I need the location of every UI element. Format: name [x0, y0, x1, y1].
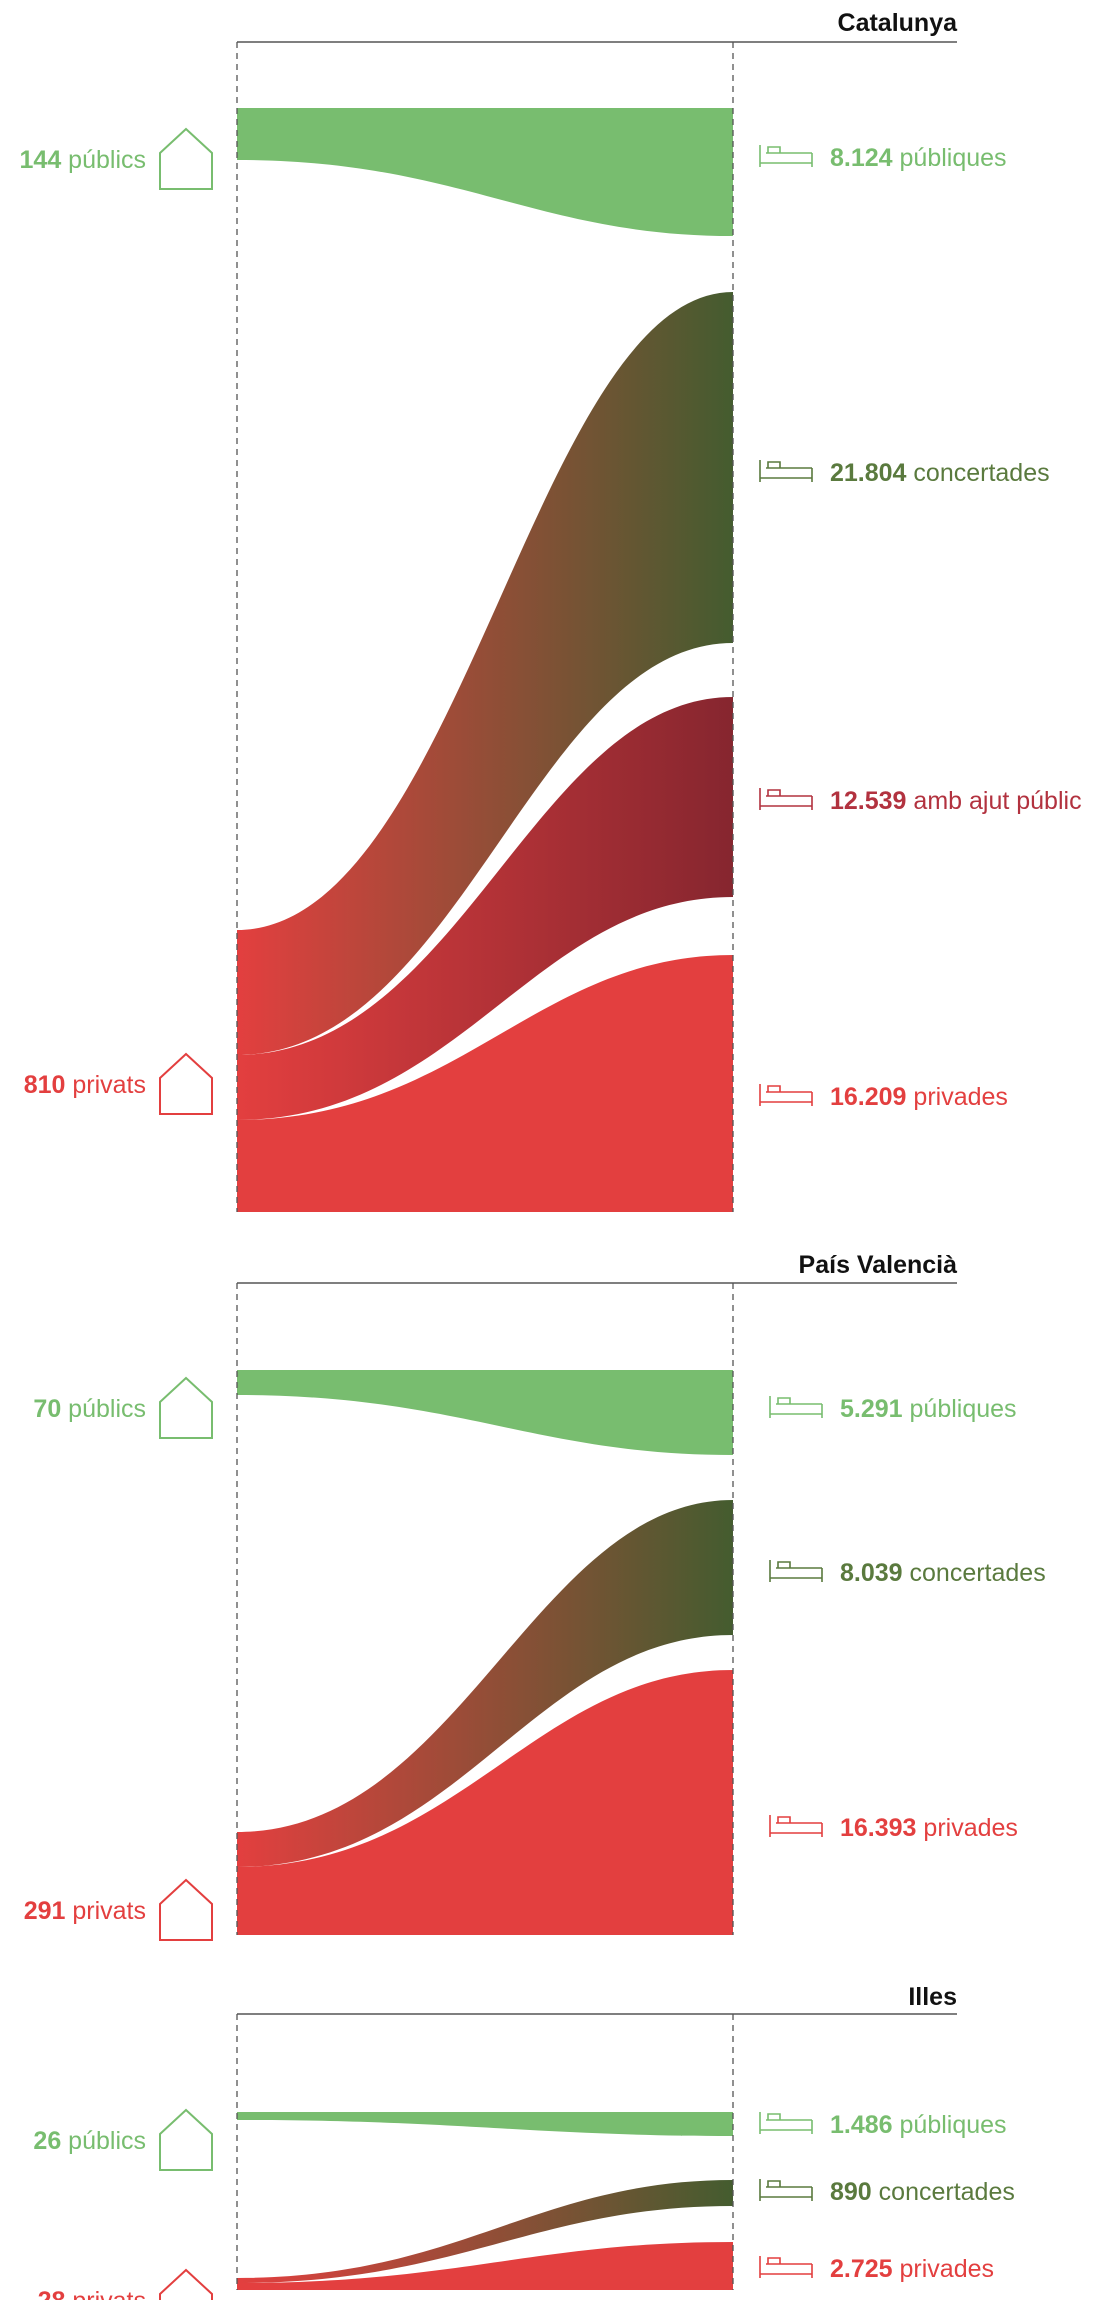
target-label-publiques: 8.124 públiques — [830, 144, 1007, 172]
chart-title: Catalunya — [838, 9, 959, 37]
target-label-publiques: 1.486 públiques — [830, 2111, 1007, 2139]
flows — [237, 108, 733, 1212]
bed-icon — [769, 1560, 823, 1582]
flows — [237, 1370, 733, 1935]
target-label-privades: 16.393 privades — [840, 1814, 1018, 1842]
flow-private-to-privades — [237, 2242, 733, 2290]
panel-2: País Valencià 70 públics 291 privats 5.291 … — [24, 1251, 1046, 1941]
target-label-privades: 16.209 privades — [830, 1083, 1008, 1111]
bed-icon — [759, 2256, 813, 2278]
source-label-public: 26 públics — [33, 2127, 146, 2155]
target-label-publiques: 5.291 públiques — [840, 1395, 1017, 1423]
flow-private-to-ajut — [237, 697, 733, 1120]
target-label-concertades: 890 concertades — [830, 2178, 1015, 2206]
bed-icon — [769, 1396, 823, 1418]
house-icon — [159, 2268, 213, 2300]
source-label-private: 810 privats — [24, 1071, 146, 1099]
chart-title: País Valencià — [799, 1251, 958, 1279]
house-icon — [159, 1052, 213, 1115]
bed-icon — [759, 145, 813, 167]
target-label-concertades: 8.039 concertades — [840, 1559, 1046, 1587]
target-label-concertades: 21.804 concertades — [830, 459, 1050, 487]
flow-public-to-publiques — [237, 1370, 733, 1455]
house-icon — [159, 127, 213, 190]
flow-private-to-privades — [237, 1670, 733, 1935]
bed-icon — [759, 1084, 813, 1106]
target-label-ajut: 12.539 amb ajut públic — [830, 787, 1082, 815]
house-icon — [159, 2108, 213, 2171]
flow-private-to-privades — [237, 955, 733, 1212]
flows — [237, 2112, 733, 2290]
flow-public-to-publiques — [237, 2112, 733, 2136]
source-label-private: 291 privats — [24, 1897, 146, 1925]
panel-1: Catalunya 144 públics 810 privats 8.124 púb… — [20, 9, 1082, 1212]
house-icon — [159, 1376, 213, 1439]
bed-icon — [759, 788, 813, 810]
flow-private-to-concertades — [237, 1500, 733, 1867]
panel-3: Illes 26 públics 28 privats 1.486 públiques… — [33, 1983, 1015, 2300]
house-icon — [159, 1878, 213, 1941]
source-label-public: 144 públics — [20, 146, 146, 174]
bed-icon — [759, 460, 813, 482]
target-label-privades: 2.725 privades — [830, 2255, 994, 2283]
bed-icon — [769, 1815, 823, 1837]
source-label-private: 28 privats — [38, 2287, 146, 2300]
chart-title: Illes — [908, 1983, 957, 2011]
flow-private-to-concertades — [237, 292, 733, 1055]
bed-icon — [759, 2179, 813, 2201]
flow-public-to-publiques — [237, 108, 733, 236]
source-label-public: 70 públics — [33, 1395, 146, 1423]
flow-private-to-concertades — [237, 2180, 733, 2283]
bed-icon — [759, 2112, 813, 2134]
